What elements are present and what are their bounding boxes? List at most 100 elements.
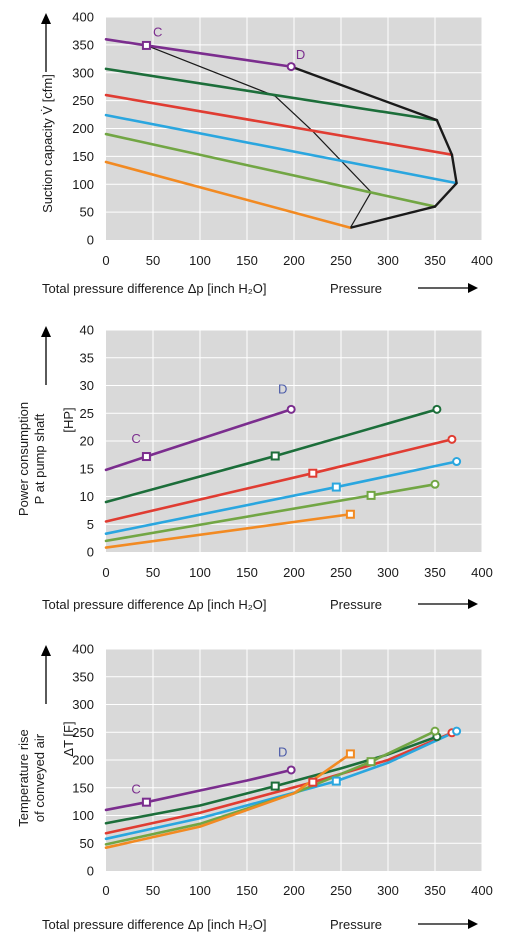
x-axis-arrow-head — [468, 283, 478, 293]
y-axis-label: Temperature rise — [16, 729, 31, 827]
marker-circle-purple — [286, 404, 296, 414]
marker-square-red — [308, 468, 318, 478]
x-tick-label: 0 — [102, 883, 109, 898]
x-axis-arrow-head — [468, 919, 478, 929]
annotation-d: D — [296, 47, 305, 62]
y-tick-label: 250 — [72, 725, 94, 740]
annotation-d: D — [278, 381, 287, 396]
x-tick-label: 0 — [102, 565, 109, 580]
marker-square-green — [366, 757, 376, 767]
series-line-darkgreen — [104, 67, 439, 122]
marker-square-purple — [141, 452, 151, 462]
x-tick-label: 200 — [283, 883, 305, 898]
x-axis-label: Total pressure difference Δp [inch H₂O] — [42, 281, 267, 296]
chart-3: 0 50 100 150 200 250 300 350 400 0 50 100 150 200 250 3… — [16, 642, 493, 933]
x-tick-label: 100 — [189, 883, 211, 898]
x-tick-label: 350 — [424, 253, 446, 268]
marker-circle-purple — [286, 62, 296, 72]
y-axis-arrow-head — [41, 326, 51, 337]
y-axis-arrow-head — [41, 645, 51, 656]
x-tick-label: 50 — [146, 565, 160, 580]
marker-square-purple — [141, 797, 151, 807]
x-tick-label: 250 — [330, 565, 352, 580]
y-tick-label: 150 — [72, 149, 94, 164]
annotation-c: C — [131, 781, 140, 796]
y-tick-label: 5 — [87, 517, 94, 532]
annotation-c: C — [131, 431, 140, 446]
marker-circle-green — [430, 479, 440, 489]
x-tick-label: 50 — [146, 883, 160, 898]
y-tick-label: 400 — [72, 10, 94, 25]
y-tick-label: 300 — [72, 697, 94, 712]
x-tick-label: 400 — [471, 565, 493, 580]
x-axis-pressure-label: Pressure — [330, 281, 382, 296]
y-tick-label: 150 — [72, 780, 94, 795]
chart-2: 0 50 100 150 200 250 300 350 400 0 5 10 15 20 25 30 35 40… — [16, 323, 493, 613]
x-axis-label: Total pressure difference Δp [inch H₂O] — [42, 597, 267, 612]
y-tick-label: 30 — [80, 378, 94, 393]
series-line-orange — [104, 512, 352, 549]
x-tick-label: 400 — [471, 253, 493, 268]
x-tick-label: 50 — [146, 253, 160, 268]
y-axis-label-2: of conveyed air — [32, 733, 47, 822]
series-line-orange — [104, 160, 352, 230]
y-axis-label: Power consumption — [16, 402, 31, 516]
x-tick-label: 250 — [330, 883, 352, 898]
y-axis-arrow-head — [41, 13, 51, 24]
y-tick-label: 50 — [80, 205, 94, 220]
series-line-darkgreen — [104, 735, 439, 825]
x-axis-pressure-label: Pressure — [330, 597, 382, 612]
y-tick-label: 0 — [87, 233, 94, 248]
annotation-c: C — [153, 25, 162, 40]
y-tick-label: 25 — [80, 406, 94, 421]
marker-circle-blue — [452, 726, 462, 736]
y-tick-label: 10 — [80, 489, 94, 504]
y-tick-label: 200 — [72, 121, 94, 136]
marker-square-blue — [331, 776, 341, 786]
boundary-envelope — [290, 65, 458, 229]
marker-square-orange — [345, 509, 355, 519]
series-line-orange — [104, 752, 352, 849]
chart-1: 0 50 100 150 200 250 300 350 400 0 50 100 150 200 250 3… — [40, 10, 493, 297]
x-axis-pressure-label: Pressure — [330, 917, 382, 932]
x-tick-label: 300 — [377, 253, 399, 268]
y-tick-label: 50 — [80, 836, 94, 851]
marker-circle-darkgreen — [432, 404, 442, 414]
series-line-green — [104, 132, 437, 208]
y-tick-label: 350 — [72, 669, 94, 684]
series-line-red — [104, 93, 454, 157]
x-tick-label: 350 — [424, 883, 446, 898]
y-tick-label: 100 — [72, 177, 94, 192]
series-line-purple — [104, 768, 293, 812]
marker-circle-purple — [286, 765, 296, 775]
y-tick-label: 20 — [80, 434, 94, 449]
x-tick-label: 400 — [471, 883, 493, 898]
x-tick-label: 100 — [189, 565, 211, 580]
y-axis-unit: ΔT [F] — [61, 721, 76, 756]
marker-square-darkgreen — [270, 781, 280, 791]
y-tick-label: 200 — [72, 753, 94, 768]
y-axis-label-2: P at pump shaft — [32, 413, 47, 504]
x-tick-label: 100 — [189, 253, 211, 268]
x-tick-label: 250 — [330, 253, 352, 268]
marker-square-darkgreen — [270, 451, 280, 461]
y-tick-label: 40 — [80, 323, 94, 338]
y-tick-label: 35 — [80, 350, 94, 365]
marker-circle-blue — [452, 457, 462, 467]
x-axis-arrow-head — [468, 599, 478, 609]
annotation-d: D — [278, 745, 287, 760]
x-axis-label: Total pressure difference Δp [inch H₂O] — [42, 917, 267, 932]
x-tick-label: 150 — [236, 253, 258, 268]
y-tick-label: 0 — [87, 864, 94, 879]
x-tick-label: 200 — [283, 253, 305, 268]
y-tick-label: 250 — [72, 93, 94, 108]
x-tick-label: 0 — [102, 253, 109, 268]
x-tick-label: 300 — [377, 565, 399, 580]
marker-square-purple — [141, 40, 151, 50]
y-tick-label: 100 — [72, 808, 94, 823]
x-tick-label: 150 — [236, 565, 258, 580]
x-tick-label: 150 — [236, 883, 258, 898]
marker-square-red — [308, 777, 318, 787]
